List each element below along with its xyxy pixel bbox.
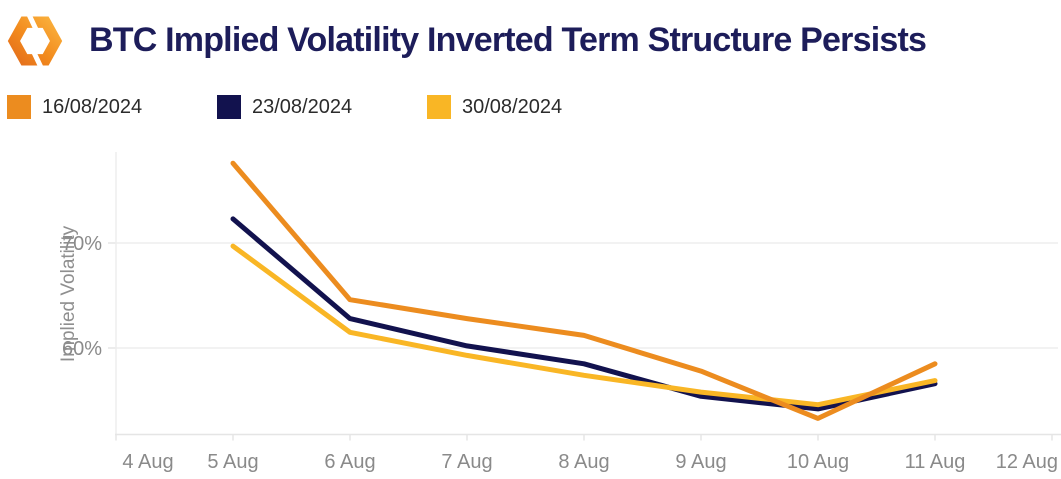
legend-label: 30/08/2024 (462, 96, 563, 118)
legend-item-16-08-2024[interactable]: 16/08/2024 (7, 95, 142, 119)
y-tick-label: 60% (62, 338, 102, 360)
implied-volatility-line-chart: 70% 60% 4 Aug 5 Aug 6 Aug 7 Aug 8 Aug 9 Aug 10 A… (58, 152, 1061, 473)
x-tick-label: 8 Aug (558, 451, 609, 473)
series-line-23-08-2024 (230, 216, 938, 412)
x-tick-label: 12 Aug (996, 451, 1058, 473)
y-tick-label: 70% (62, 233, 102, 255)
x-tick-label: 5 Aug (207, 451, 258, 473)
x-tick-label: 6 Aug (324, 451, 375, 473)
y-axis-title: Implied Volatility (58, 225, 79, 362)
legend-item-30-08-2024[interactable]: 30/08/2024 (427, 95, 562, 119)
page-title: BTC Implied Volatility Inverted Term Str… (89, 21, 927, 59)
legend-swatch (217, 95, 241, 119)
x-tick-label: 9 Aug (675, 451, 726, 473)
legend-swatch (427, 95, 451, 119)
hexagon-brand-logo-icon (7, 12, 63, 70)
series-line-30-08-2024 (230, 243, 938, 408)
series-line-16-08-2024 (230, 160, 938, 421)
x-tick-label: 4 Aug (122, 451, 173, 473)
legend-label: 23/08/2024 (252, 96, 353, 118)
legend-swatch (7, 95, 31, 119)
x-tick-label: 10 Aug (787, 451, 849, 473)
legend-label: 16/08/2024 (42, 96, 143, 118)
legend-item-23-08-2024[interactable]: 23/08/2024 (217, 95, 352, 119)
x-tick-label: 7 Aug (441, 451, 492, 473)
x-tick-label: 11 Aug (905, 451, 966, 473)
